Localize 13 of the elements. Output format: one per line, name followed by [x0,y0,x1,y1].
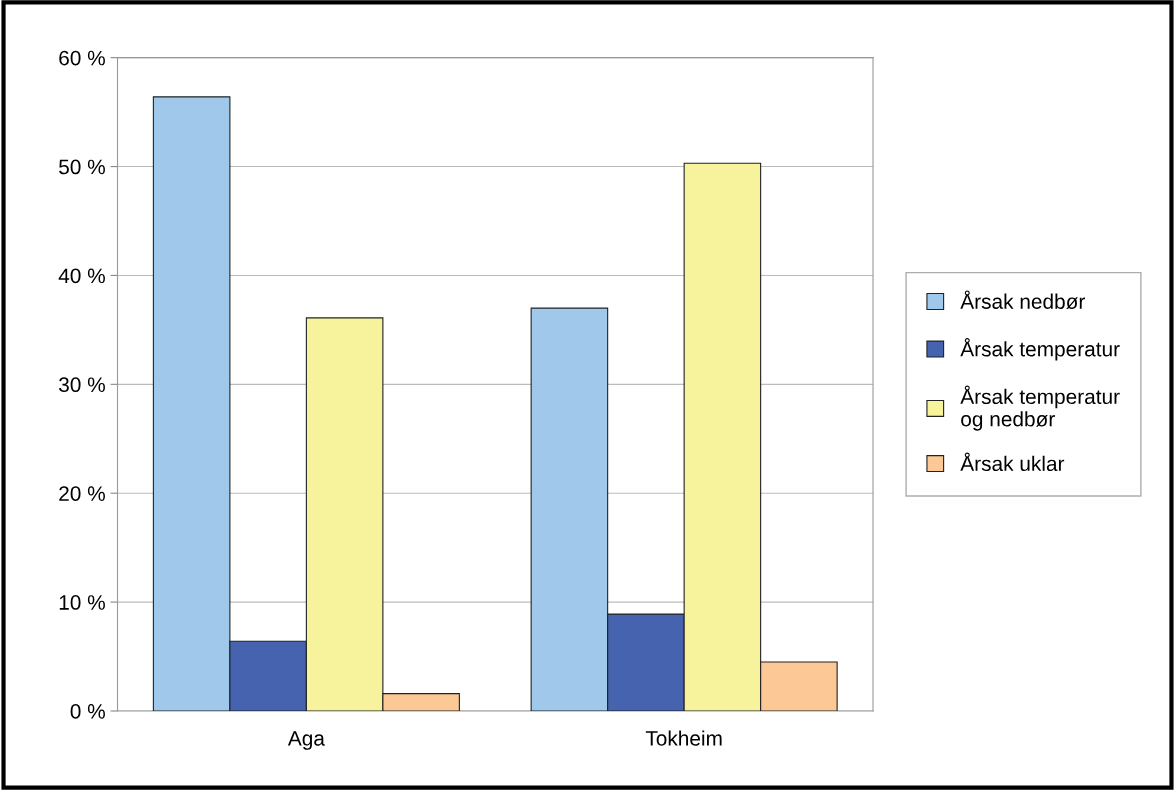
y-tick-label: 0 % [70,704,105,719]
x-tick-label: Aga [287,731,325,750]
legend-label: Årsak uklar [960,452,1065,472]
x-tick-label: Tokheim [645,730,722,746]
y-tick-label: 10 % [59,595,105,610]
legend-label: Årsak temperatur og nedbør [960,385,1120,431]
y-tick-label: 60 % [59,50,105,66]
legend-label: Årsak nedbør [960,290,1085,310]
legend-label: Årsak temperatur [960,338,1120,361]
y-tick-label: 50 % [59,159,105,175]
y-tick-label: 20 % [59,486,105,501]
y-tick-label: 40 % [58,268,105,284]
y-tick-label: 30 % [59,377,105,393]
